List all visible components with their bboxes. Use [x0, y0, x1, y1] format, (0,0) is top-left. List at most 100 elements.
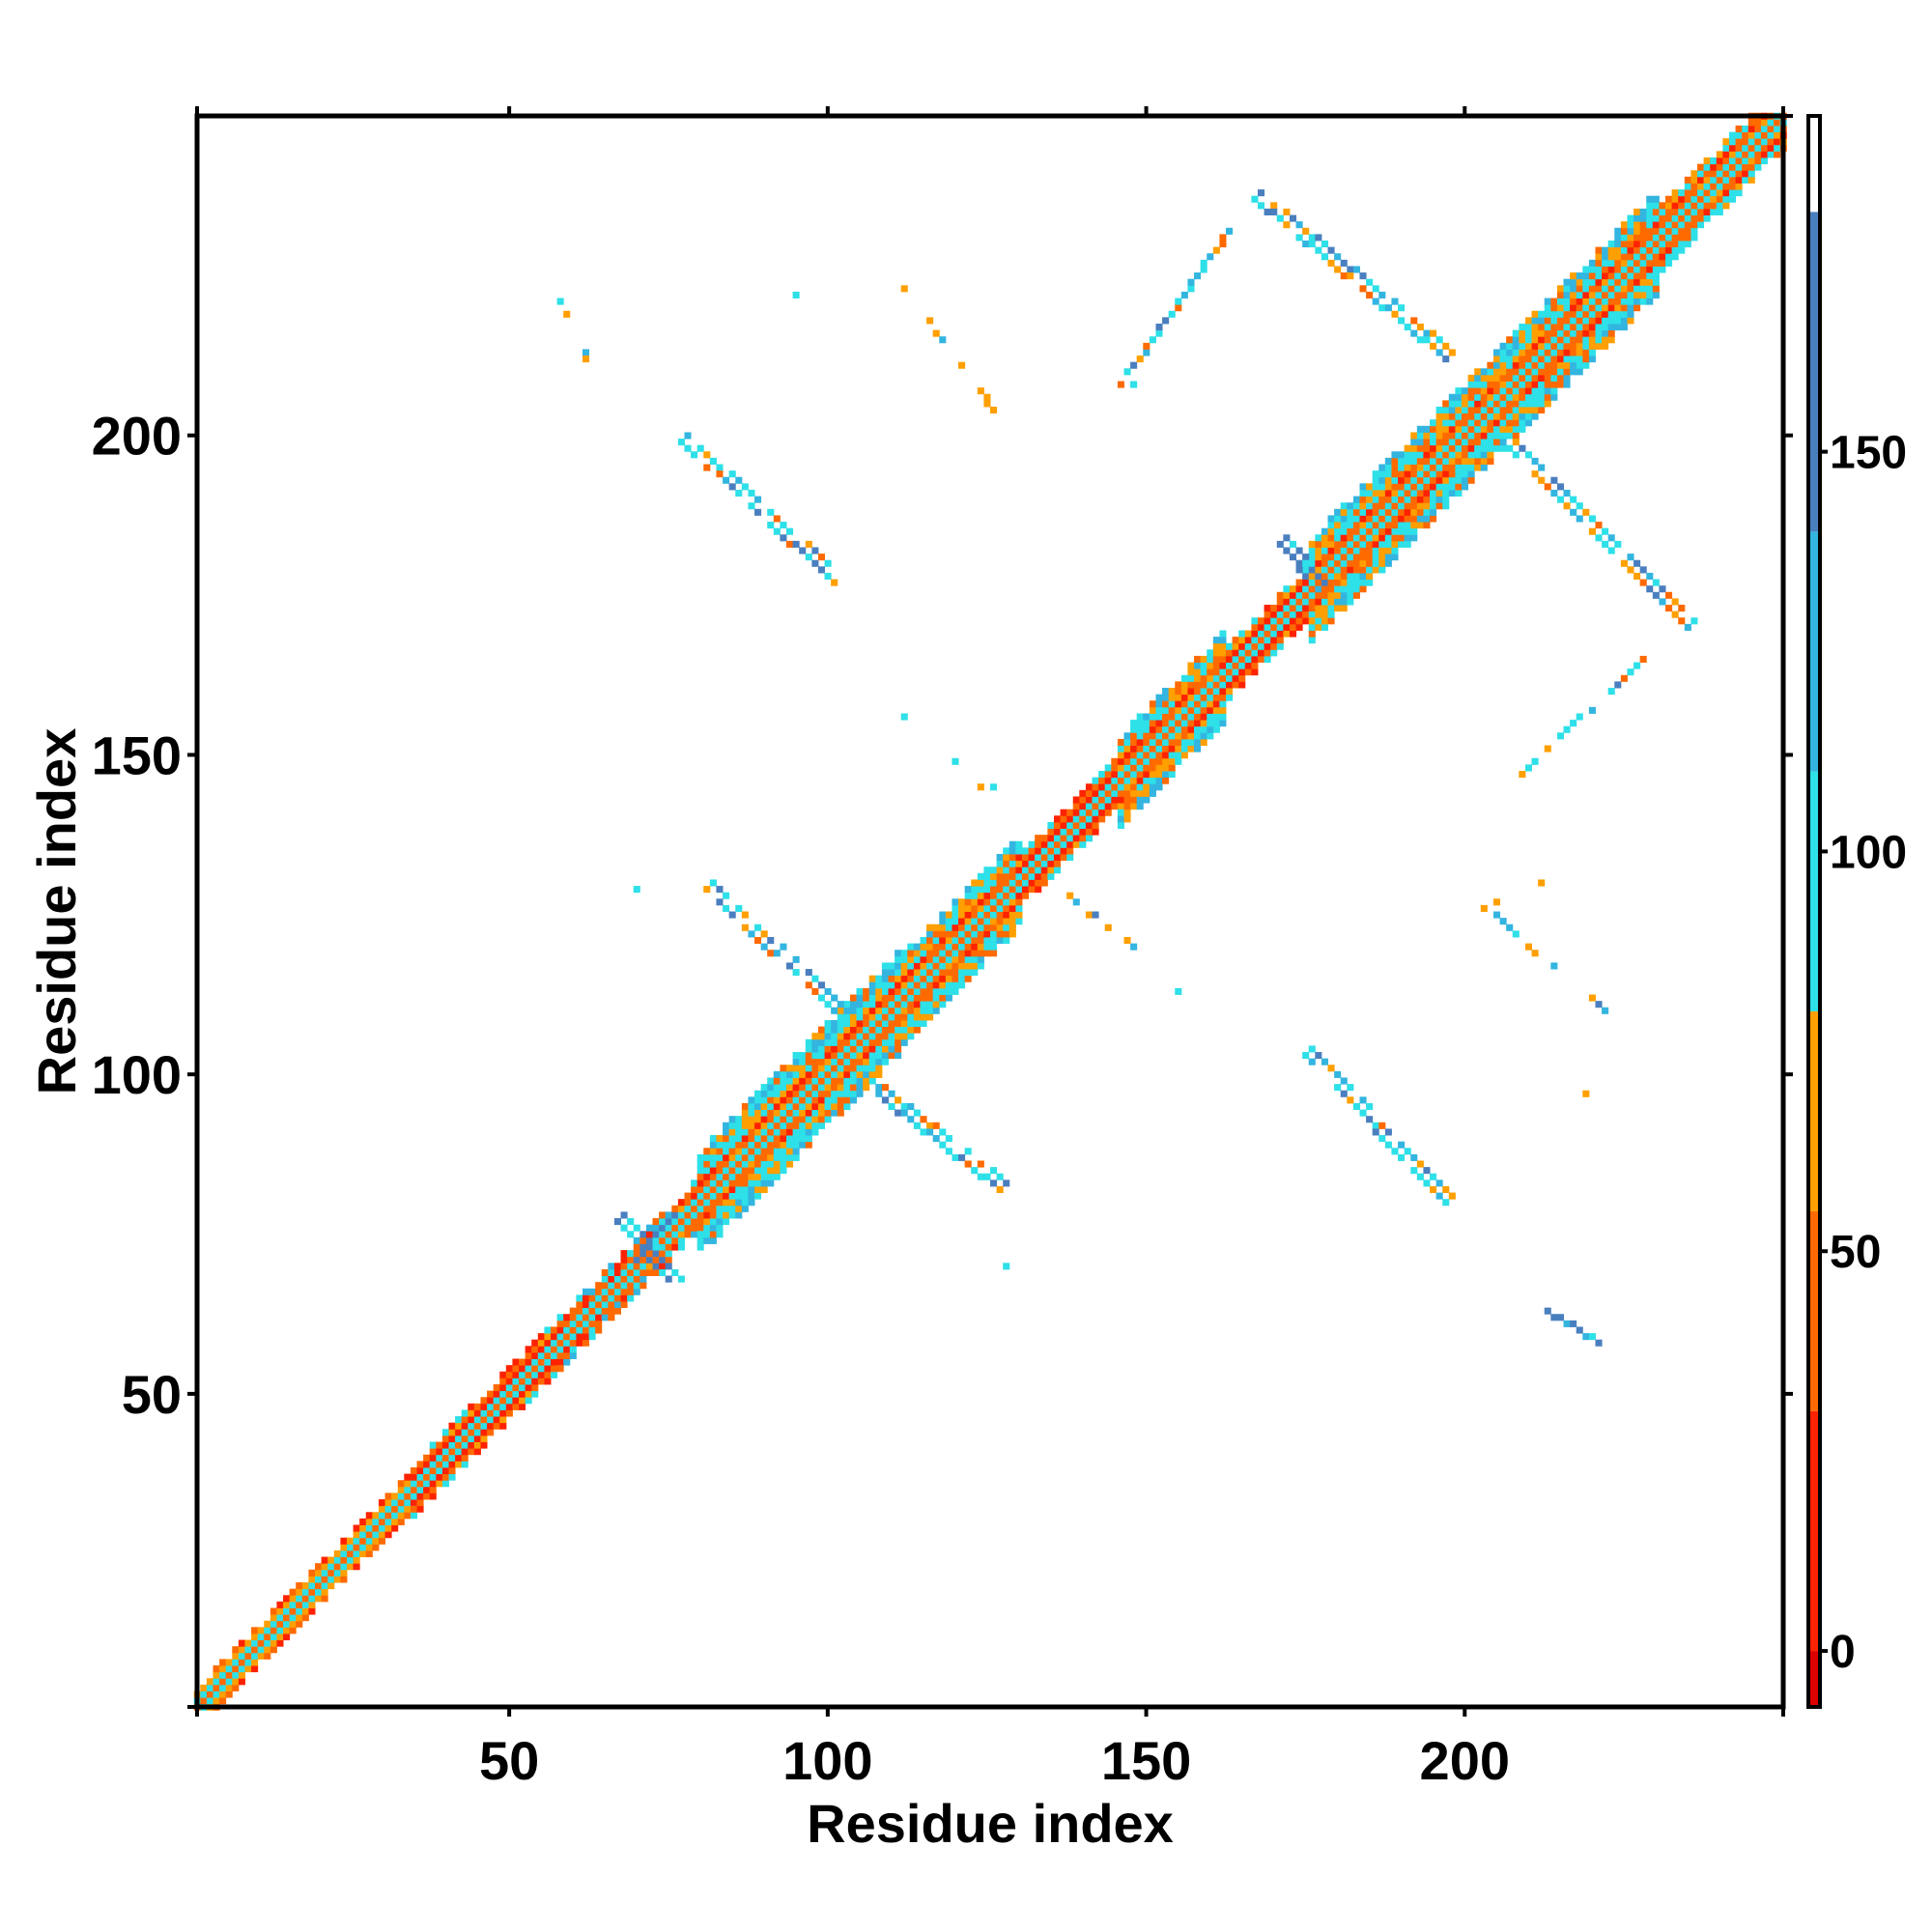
heatmap-cell	[1602, 298, 1609, 305]
heatmap-cell	[1524, 374, 1533, 382]
heatmap-cell	[333, 1569, 341, 1577]
heatmap-cell	[1391, 496, 1399, 503]
heatmap-cell	[895, 969, 902, 977]
heatmap-cell	[1671, 189, 1679, 197]
heatmap-cell	[493, 1383, 500, 1392]
heatmap-cell	[1576, 713, 1583, 721]
heatmap-cell	[1544, 310, 1551, 318]
heatmap-cell	[983, 886, 991, 894]
heatmap-cell	[945, 1148, 952, 1155]
heatmap-cell	[346, 1537, 355, 1545]
heatmap-cell	[1760, 125, 1768, 133]
heatmap-cell	[1372, 566, 1379, 574]
heatmap-cell	[671, 1243, 679, 1251]
heatmap-cell	[1015, 853, 1023, 862]
heatmap-cell	[1003, 936, 1010, 945]
heatmap-cell	[333, 1576, 341, 1583]
heatmap-cell	[1627, 310, 1634, 318]
heatmap-cell	[1207, 655, 1214, 664]
heatmap-cell	[1264, 655, 1271, 664]
heatmap-cell	[1117, 796, 1124, 804]
heatmap-cell	[1378, 515, 1386, 523]
heatmap-cell	[225, 1665, 233, 1673]
heatmap-cell	[1646, 195, 1654, 203]
heatmap-cell	[817, 981, 826, 989]
heatmap-cell	[792, 1070, 800, 1078]
heatmap-cell	[1455, 432, 1463, 440]
heatmap-cell	[519, 1365, 526, 1373]
heatmap-cell	[1212, 649, 1220, 657]
heatmap-cell	[480, 1429, 488, 1436]
heatmap-cell	[990, 783, 998, 791]
heatmap-cell	[977, 943, 984, 951]
heatmap-cell	[1588, 304, 1596, 312]
heatmap-cell	[696, 1160, 704, 1168]
heatmap-cell	[1570, 285, 1577, 293]
heatmap-cell	[837, 1033, 844, 1040]
heatmap-cell	[652, 1243, 660, 1251]
heatmap-cell	[1774, 125, 1781, 133]
heatmap-cell	[270, 1639, 277, 1647]
heatmap-cell	[563, 1339, 571, 1347]
heatmap-cell	[868, 1070, 876, 1078]
heatmap-cell	[1219, 655, 1227, 664]
heatmap-cell	[1506, 406, 1514, 414]
heatmap-cell	[519, 1371, 526, 1378]
heatmap-cell	[1015, 911, 1023, 919]
heatmap-cell	[811, 1070, 819, 1078]
heatmap-cell	[837, 1019, 844, 1028]
heatmap-cell	[301, 1601, 309, 1608]
heatmap-cell	[1416, 489, 1424, 497]
heatmap-cell	[932, 329, 940, 337]
heatmap-cell	[863, 1084, 870, 1092]
heatmap-cell	[1639, 241, 1647, 248]
heatmap-cell	[1180, 732, 1188, 740]
heatmap-cell	[1410, 329, 1418, 337]
heatmap-cell	[1747, 170, 1755, 178]
heatmap-cell	[1524, 381, 1533, 388]
heatmap-cell	[767, 950, 775, 957]
heatmap-cell	[404, 1505, 412, 1513]
heatmap-cell	[1728, 157, 1737, 165]
heatmap-cell	[1442, 451, 1450, 459]
heatmap-cell	[760, 1141, 768, 1149]
heatmap-cell	[1219, 241, 1227, 248]
heatmap-cell	[805, 540, 812, 548]
heatmap-cell	[952, 911, 959, 919]
heatmap-cell	[792, 540, 800, 548]
heatmap-cell	[1321, 605, 1328, 612]
heatmap-cell	[1556, 304, 1564, 312]
heatmap-cell	[1524, 412, 1533, 420]
heatmap-cell	[1391, 554, 1399, 561]
heatmap-cell	[1391, 483, 1399, 491]
heatmap-cell	[875, 1065, 883, 1072]
heatmap-cell	[1742, 138, 1749, 146]
heatmap-cell	[1652, 579, 1660, 586]
heatmap-cell	[817, 1065, 826, 1072]
heatmap-cell	[1155, 745, 1163, 753]
y-tick-label: 50	[122, 1364, 182, 1425]
heatmap-cell	[1226, 662, 1234, 669]
heatmap-cell	[556, 1314, 564, 1321]
heatmap-cell	[505, 1403, 513, 1410]
heatmap-cell	[1435, 496, 1443, 503]
heatmap-cell	[1563, 304, 1571, 312]
heatmap-cell	[748, 1148, 755, 1155]
heatmap-cell	[971, 930, 979, 938]
heatmap-cell	[1149, 336, 1156, 344]
heatmap-cell	[1143, 764, 1151, 772]
heatmap-cell	[817, 554, 826, 561]
heatmap-cell	[1136, 752, 1144, 759]
heatmap-cell	[1531, 387, 1539, 395]
heatmap-cell	[1416, 496, 1424, 503]
heatmap-cell	[1028, 879, 1036, 887]
heatmap-cell	[1442, 342, 1450, 350]
heatmap-cell	[1410, 489, 1418, 497]
heatmap-cell	[1009, 898, 1016, 906]
heatmap-cell	[1423, 1167, 1431, 1175]
heatmap-cell	[735, 1160, 743, 1168]
heatmap-cell	[741, 1192, 749, 1200]
heatmap-cell	[735, 1179, 743, 1187]
heatmap-cell	[1295, 579, 1303, 586]
heatmap-cell	[633, 1275, 640, 1283]
